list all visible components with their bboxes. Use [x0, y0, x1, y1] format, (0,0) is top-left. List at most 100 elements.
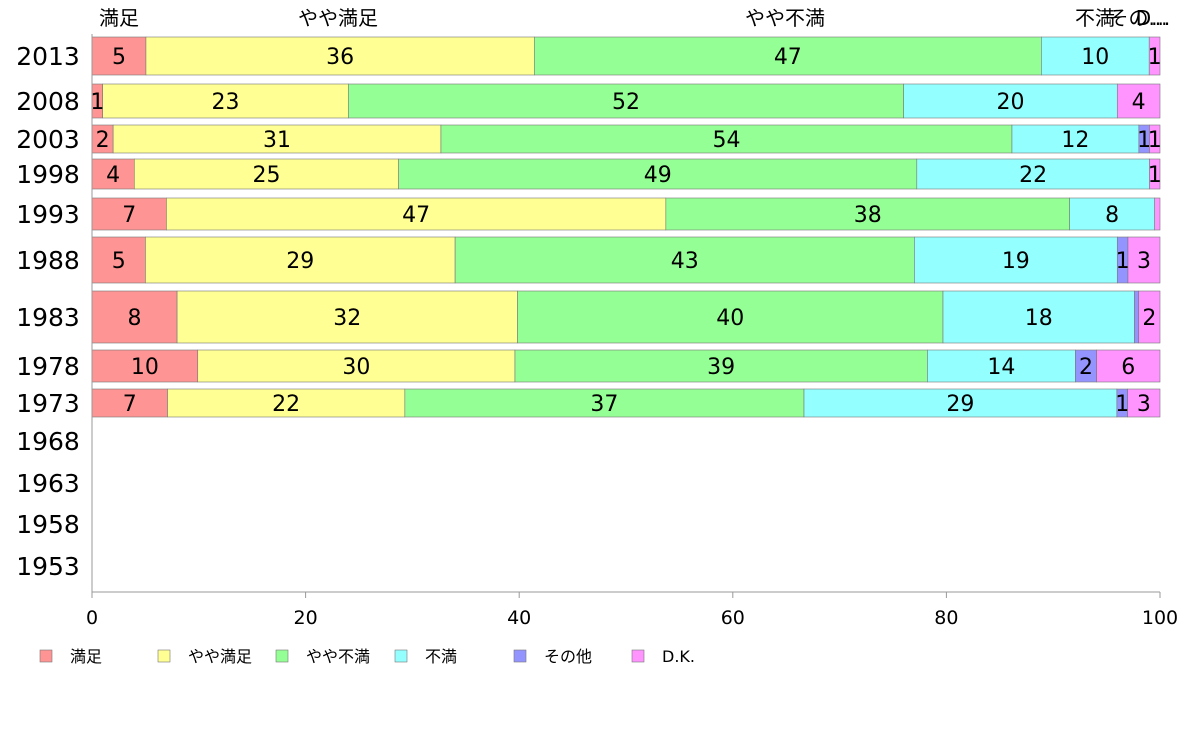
- bar-segment: [102, 83, 349, 119]
- data-label: 1: [1116, 249, 1130, 274]
- data-label: 1: [1148, 163, 1162, 188]
- bar-segment: [91, 197, 167, 231]
- x-tick-label: 20: [294, 607, 318, 629]
- data-label: 1: [1148, 45, 1162, 70]
- data-label: 4: [1132, 90, 1146, 115]
- data-label: 4: [106, 163, 120, 188]
- x-axis: 0 20 40 60 80 100: [86, 34, 1178, 629]
- series-top-labels: 満足 やや満足 やや不満 不満その...D...: [99, 6, 1170, 30]
- y-tick-label: 1973: [16, 389, 80, 418]
- x-tick-label: 100: [1142, 607, 1178, 629]
- data-label: 38: [854, 203, 882, 228]
- top-series-label: その...: [1108, 6, 1167, 30]
- legend-label: 不満: [425, 647, 457, 666]
- data-label: 1: [1148, 128, 1162, 153]
- bar-segment: [91, 388, 168, 418]
- y-tick-label: 1958: [16, 510, 80, 539]
- bar-segment: [454, 236, 915, 284]
- bar-segment: [440, 124, 1013, 154]
- legend-label: やや不満: [306, 647, 370, 666]
- y-axis-labels: 2013 2008 2003 1998 1993 1988 1983 1978 1973 1968…: [16, 42, 80, 581]
- bar-segment: [145, 236, 456, 284]
- y-tick-label: 1993: [16, 200, 80, 229]
- data-label: 6: [1121, 355, 1135, 380]
- legend-swatch: [394, 649, 408, 663]
- legend-swatch: [157, 649, 171, 663]
- bar-segment: [1127, 388, 1161, 418]
- data-label: 20: [996, 90, 1024, 115]
- data-label: 43: [671, 249, 699, 274]
- bars: 5 36 47 10 11 23 52 20 42 31 54 12 114 25 49 22 17 47 38 85…: [90, 36, 1162, 418]
- y-tick-label: 1988: [16, 246, 80, 275]
- data-label: 18: [1025, 306, 1053, 331]
- data-label: 47: [402, 203, 430, 228]
- data-label: 47: [774, 45, 802, 70]
- legend-swatch: [513, 649, 527, 663]
- y-tick-label: 2003: [16, 125, 80, 154]
- x-tick-label: 0: [86, 607, 98, 629]
- data-label: 37: [590, 392, 618, 417]
- bar-segment: [166, 197, 667, 231]
- data-label: 22: [1019, 163, 1047, 188]
- bar-segment: [942, 290, 1135, 344]
- data-label: 1: [90, 90, 104, 115]
- legend-label: やや満足: [188, 647, 252, 666]
- y-tick-label: 2013: [16, 42, 80, 71]
- data-label: 2: [1079, 355, 1093, 380]
- data-label: 49: [644, 163, 672, 188]
- bar-segment: [665, 197, 1070, 231]
- bar-segment: [91, 290, 178, 344]
- data-label: 5: [112, 249, 126, 274]
- bar-segment: [1154, 197, 1161, 231]
- bar-segment: [91, 349, 199, 383]
- data-label: 8: [1105, 203, 1119, 228]
- data-label: 3: [1137, 392, 1151, 417]
- data-label: 23: [212, 90, 240, 115]
- x-tick-label: 80: [934, 607, 958, 629]
- y-tick-label: 1983: [16, 303, 80, 332]
- legend-label: D.K.: [662, 647, 695, 666]
- bar-segment: [514, 349, 928, 383]
- bar-segment: [803, 388, 1118, 418]
- bar-segment: [1148, 36, 1161, 76]
- bar-segment: [1116, 83, 1161, 119]
- data-label: 7: [122, 203, 136, 228]
- legend-label: その他: [544, 647, 592, 666]
- bar-segment: [1096, 349, 1161, 383]
- y-tick-label: 2008: [16, 87, 80, 116]
- data-label: 2: [96, 128, 110, 153]
- x-tick-label: 40: [507, 607, 531, 629]
- data-label: 12: [1061, 128, 1089, 153]
- data-label: 36: [326, 45, 354, 70]
- data-label: 1: [1115, 392, 1129, 417]
- data-label: 2: [1142, 306, 1156, 331]
- bar-segment: [1138, 290, 1161, 344]
- data-label: 29: [286, 249, 314, 274]
- x-tick-label: 60: [721, 607, 745, 629]
- legend-swatch: [631, 649, 645, 663]
- data-label: 32: [333, 306, 361, 331]
- data-label: 7: [123, 392, 137, 417]
- bar-segment: [197, 349, 516, 383]
- data-label: 40: [716, 306, 744, 331]
- y-tick-label: 1953: [16, 552, 80, 581]
- legend-swatch: [39, 649, 53, 663]
- bar-segment: [348, 83, 904, 119]
- top-series-label: やや満足: [298, 6, 378, 30]
- data-label: 1: [1137, 128, 1151, 153]
- data-label: 22: [272, 392, 300, 417]
- data-label: 39: [707, 355, 735, 380]
- data-label: 31: [263, 128, 291, 153]
- bar-segment: [398, 158, 918, 190]
- data-label: 10: [131, 355, 159, 380]
- bar-segment: [916, 158, 1150, 190]
- data-label: 54: [712, 128, 740, 153]
- data-label: 10: [1081, 45, 1109, 70]
- bar-segment: [1011, 124, 1140, 154]
- bar-segment: [176, 290, 518, 344]
- legend-swatch: [275, 649, 289, 663]
- data-label: 8: [128, 306, 142, 331]
- y-tick-label: 1963: [16, 469, 80, 498]
- bar-segment: [1149, 158, 1161, 190]
- bar-segment: [404, 388, 805, 418]
